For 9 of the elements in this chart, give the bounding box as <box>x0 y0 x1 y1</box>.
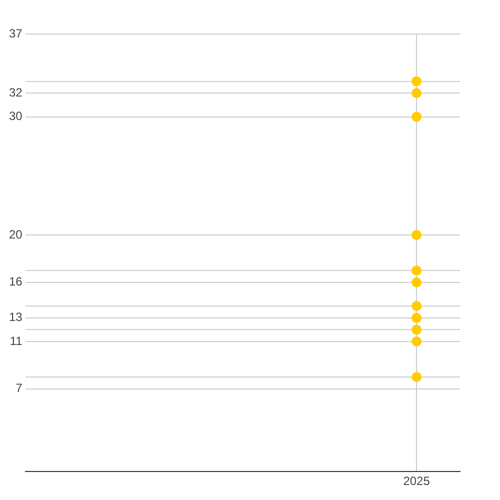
y-tick-label: 37 <box>8 26 23 40</box>
y-tick-label: 7 <box>16 381 23 396</box>
y-tick-label: 30 <box>8 109 23 124</box>
y-tick-label: 32 <box>8 85 23 100</box>
y-tick-label: 13 <box>8 310 23 324</box>
y-tick-label: 11 <box>10 334 23 348</box>
y-tick-label: 20 <box>8 227 23 242</box>
y-tick-label: 16 <box>8 274 23 289</box>
x-tick-label: 2025 <box>403 474 430 488</box>
